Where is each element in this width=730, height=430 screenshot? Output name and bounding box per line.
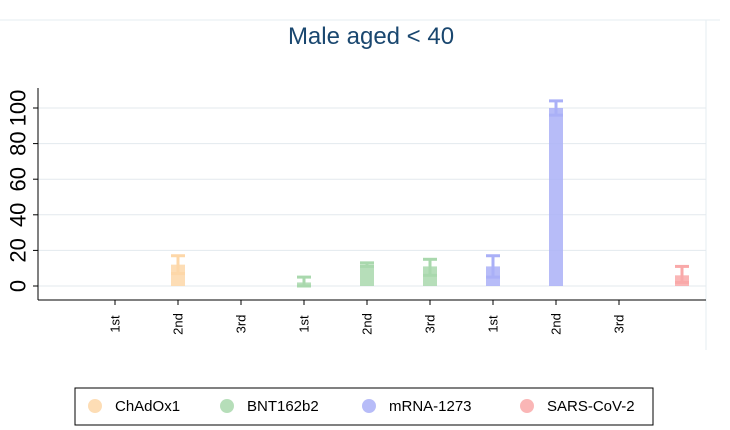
bars — [171, 99, 689, 288]
bar-group — [675, 264, 689, 286]
axes — [37, 88, 706, 301]
legend-label: ChAdOx1 — [115, 398, 180, 415]
x-tick-label: 2nd — [171, 313, 186, 335]
legend-swatch — [520, 399, 534, 413]
x-tick-label: 2nd — [549, 313, 564, 335]
x-tick-label: 1st — [486, 315, 501, 333]
y-ticks: 0 20 40 60 80 100 — [6, 90, 38, 292]
bar-group — [423, 257, 437, 286]
legend-item: mRNA-1273 — [362, 398, 472, 415]
x-tick-label: 1st — [297, 315, 312, 333]
bar — [171, 264, 185, 286]
x-tick-label: 3rd — [612, 315, 627, 334]
bar — [549, 108, 563, 286]
legend-item: SARS-CoV-2 — [520, 398, 635, 415]
legend-swatch — [88, 399, 102, 413]
x-tick-label: 1st — [108, 315, 123, 333]
bar — [360, 264, 374, 286]
legend-swatch — [220, 399, 234, 413]
x-ticks: 1st 2nd 3rd 1st 2nd 3rd 1st 2nd 3rd — [108, 300, 627, 335]
x-tick-label: 2nd — [360, 313, 375, 335]
legend-label: SARS-CoV-2 — [547, 398, 635, 415]
bar-group — [297, 275, 311, 288]
bar-group — [360, 261, 374, 286]
legend-label: mRNA-1273 — [389, 398, 472, 415]
y-tick-label: 80 — [6, 131, 31, 155]
y-tick-label: 40 — [6, 203, 31, 227]
gridlines — [38, 107, 706, 287]
legend-item: BNT162b2 — [220, 398, 319, 415]
y-tick-label: 20 — [6, 238, 31, 262]
legend: ChAdOx1 BNT162b2 mRNA-1273 SARS-CoV-2 — [74, 387, 654, 426]
legend-item: ChAdOx1 — [88, 398, 180, 415]
bar-group — [171, 254, 185, 286]
legend-swatch — [362, 399, 376, 413]
y-tick-label: 60 — [6, 167, 31, 191]
chart-title: Male aged < 40 — [288, 23, 454, 50]
bar-group — [486, 254, 500, 286]
legend-label: BNT162b2 — [247, 398, 319, 415]
y-tick-label: 0 — [6, 280, 31, 292]
bar-group — [549, 99, 563, 286]
x-tick-label: 3rd — [234, 315, 249, 334]
y-tick-label: 100 — [6, 90, 31, 127]
x-tick-label: 3rd — [423, 315, 438, 334]
